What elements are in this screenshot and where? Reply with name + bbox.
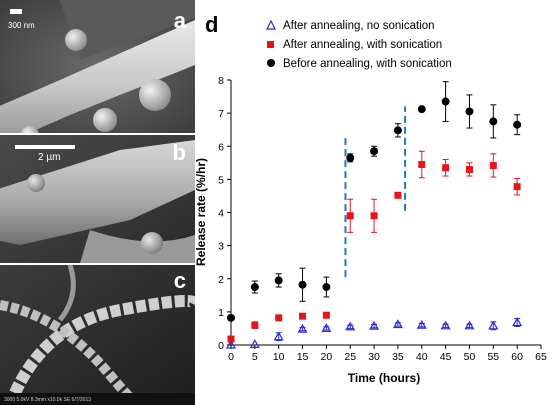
data-point-triangle (464, 320, 475, 330)
data-point-square (346, 212, 354, 220)
x-tick-label: 40 (416, 351, 428, 363)
x-tick-label: 10 (273, 351, 285, 363)
data-point-square (299, 312, 307, 320)
data-point-circle (322, 283, 331, 292)
legend-item-with-sonication: After annealing, with sonication (267, 39, 442, 51)
legend-label-with-sonication: After annealing, with sonication (283, 39, 442, 51)
data-point-circle (346, 153, 355, 162)
data-point-circle (370, 147, 379, 156)
y-axis-label: Release rate (%/hr) (194, 158, 208, 266)
legend-marker-triangle (266, 19, 276, 30)
legend-label-before-annealing: Before annealing, with sonication (283, 58, 452, 70)
x-tick-label: 0 (228, 351, 234, 363)
panel-letter-a: a (174, 8, 187, 33)
data-point-triangle (416, 319, 427, 329)
y-tick-label: 7 (218, 108, 224, 120)
legend-label-no-sonication: After annealing, no sonication (283, 20, 435, 32)
data-point-triangle (440, 320, 451, 330)
data-point-triangle (297, 323, 308, 333)
x-tick-label: 60 (511, 351, 523, 363)
data-point-square (322, 311, 330, 319)
scale-label-b: 2 µm (38, 152, 60, 163)
panel-letter-d: d (205, 12, 218, 37)
micrograph-c (0, 265, 195, 405)
panel-letter-b: b (173, 140, 186, 165)
data-point-square (227, 335, 235, 343)
data-point-square (513, 183, 521, 191)
micrograph-a-image (0, 0, 195, 133)
panel-letter-c: c (174, 268, 186, 293)
series-2 (227, 150, 521, 343)
data-point-triangle (249, 339, 260, 348)
data-point-circle (298, 280, 307, 289)
series-1 (225, 317, 523, 349)
y-tick-label: 1 (218, 307, 224, 319)
data-point-circle (274, 276, 283, 285)
data-point-triangle (488, 320, 499, 330)
micrograph-b-image (0, 135, 195, 263)
data-point-circle (250, 283, 259, 292)
micrograph-a (0, 0, 195, 133)
x-axis-label: Time (hours) (348, 371, 420, 385)
data-point-square (251, 321, 259, 329)
data-point-triangle (321, 323, 332, 333)
data-point-square (394, 191, 402, 199)
x-axis-ticks: 0 5 10 15 20 25 30 35 40 45 50 55 60 65 (228, 345, 547, 363)
legend-item-before-annealing: Before annealing, with sonication (267, 58, 452, 70)
y-axis-ticks: 0 1 2 3 4 5 6 7 8 (218, 75, 231, 352)
x-tick-label: 15 (297, 351, 309, 363)
data-point-circle (489, 117, 498, 126)
legend-marker-square (267, 41, 274, 48)
x-tick-label: 30 (368, 351, 380, 363)
data-point-circle (393, 126, 402, 135)
x-tick-label: 50 (464, 351, 476, 363)
scale-bar-b (15, 145, 75, 149)
x-tick-label: 65 (535, 351, 547, 363)
micrograph-c-image (0, 265, 195, 405)
scale-label-a: 300 nm (8, 21, 35, 30)
legend-marker-circle (267, 59, 275, 67)
x-tick-label: 35 (392, 351, 404, 363)
x-tick-label: 45 (440, 351, 452, 363)
sem-footer-c: 3000 5.0kV 8.3mm x10.0k SE 6/7/2013 (4, 397, 91, 403)
data-point-circle (441, 97, 450, 106)
y-tick-label: 5 (218, 174, 224, 186)
x-tick-label: 55 (487, 351, 499, 363)
plot-area (225, 81, 523, 349)
data-point-square (465, 165, 473, 173)
data-point-circle (513, 120, 522, 129)
chart-legend: After annealing, no sonication After ann… (266, 19, 452, 70)
legend-item-no-sonication: After annealing, no sonication (266, 19, 435, 32)
data-point-triangle (369, 320, 380, 330)
data-point-triangle (512, 317, 523, 327)
data-point-square (370, 212, 378, 220)
x-tick-label: 20 (321, 351, 333, 363)
x-tick-label: 25 (344, 351, 356, 363)
scale-bar-a (10, 9, 22, 14)
data-point-square (275, 314, 283, 322)
y-tick-label: 6 (218, 141, 224, 153)
data-point-triangle (225, 339, 237, 349)
dashed-marker-lines (344, 106, 407, 278)
data-point-square (489, 161, 497, 169)
data-point-square (418, 160, 426, 168)
data-point-triangle (392, 319, 403, 329)
data-point-circle (465, 107, 474, 116)
y-tick-label: 0 (218, 340, 224, 352)
data-point-circle (227, 313, 235, 322)
data-point-square (442, 164, 450, 172)
y-tick-label: 3 (218, 241, 224, 253)
data-point-circle (417, 105, 426, 114)
x-tick-label: 5 (252, 351, 258, 363)
data-point-triangle (345, 321, 356, 331)
y-tick-label: 4 (218, 208, 224, 220)
series-3 (227, 81, 522, 322)
y-tick-label: 2 (218, 274, 224, 286)
data-point-triangle (273, 331, 284, 341)
micrograph-b (0, 135, 195, 263)
y-tick-label: 8 (218, 75, 224, 87)
